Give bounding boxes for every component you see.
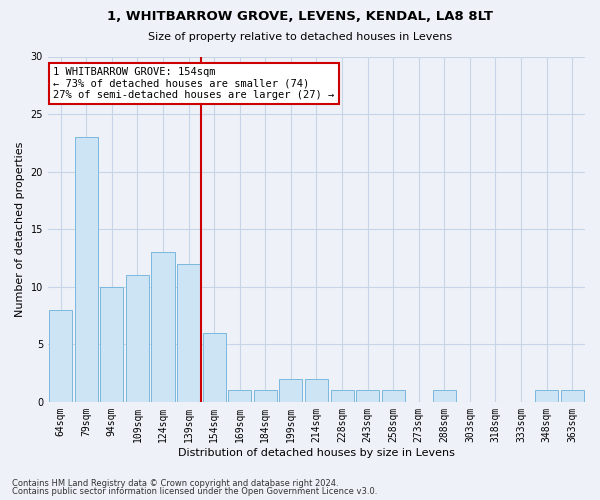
Bar [356,390,379,402]
Text: 1, WHITBARROW GROVE, LEVENS, KENDAL, LA8 8LT: 1, WHITBARROW GROVE, LEVENS, KENDAL, LA8… [107,10,493,23]
Bar [433,390,456,402]
Y-axis label: Number of detached properties: Number of detached properties [15,142,25,317]
Bar [126,275,149,402]
Bar [280,379,302,402]
Bar [151,252,175,402]
Bar [254,390,277,402]
Bar [331,390,353,402]
Text: Contains public sector information licensed under the Open Government Licence v3: Contains public sector information licen… [12,487,377,496]
Bar [228,390,251,402]
Bar [203,333,226,402]
Text: Contains HM Land Registry data © Crown copyright and database right 2024.: Contains HM Land Registry data © Crown c… [12,478,338,488]
Bar [535,390,558,402]
Text: 1 WHITBARROW GROVE: 154sqm
← 73% of detached houses are smaller (74)
27% of semi: 1 WHITBARROW GROVE: 154sqm ← 73% of deta… [53,67,335,100]
Bar [382,390,404,402]
Bar [49,310,72,402]
Bar [75,137,98,402]
Bar [100,286,124,402]
Text: Size of property relative to detached houses in Levens: Size of property relative to detached ho… [148,32,452,42]
X-axis label: Distribution of detached houses by size in Levens: Distribution of detached houses by size … [178,448,455,458]
Bar [305,379,328,402]
Bar [177,264,200,402]
Bar [561,390,584,402]
